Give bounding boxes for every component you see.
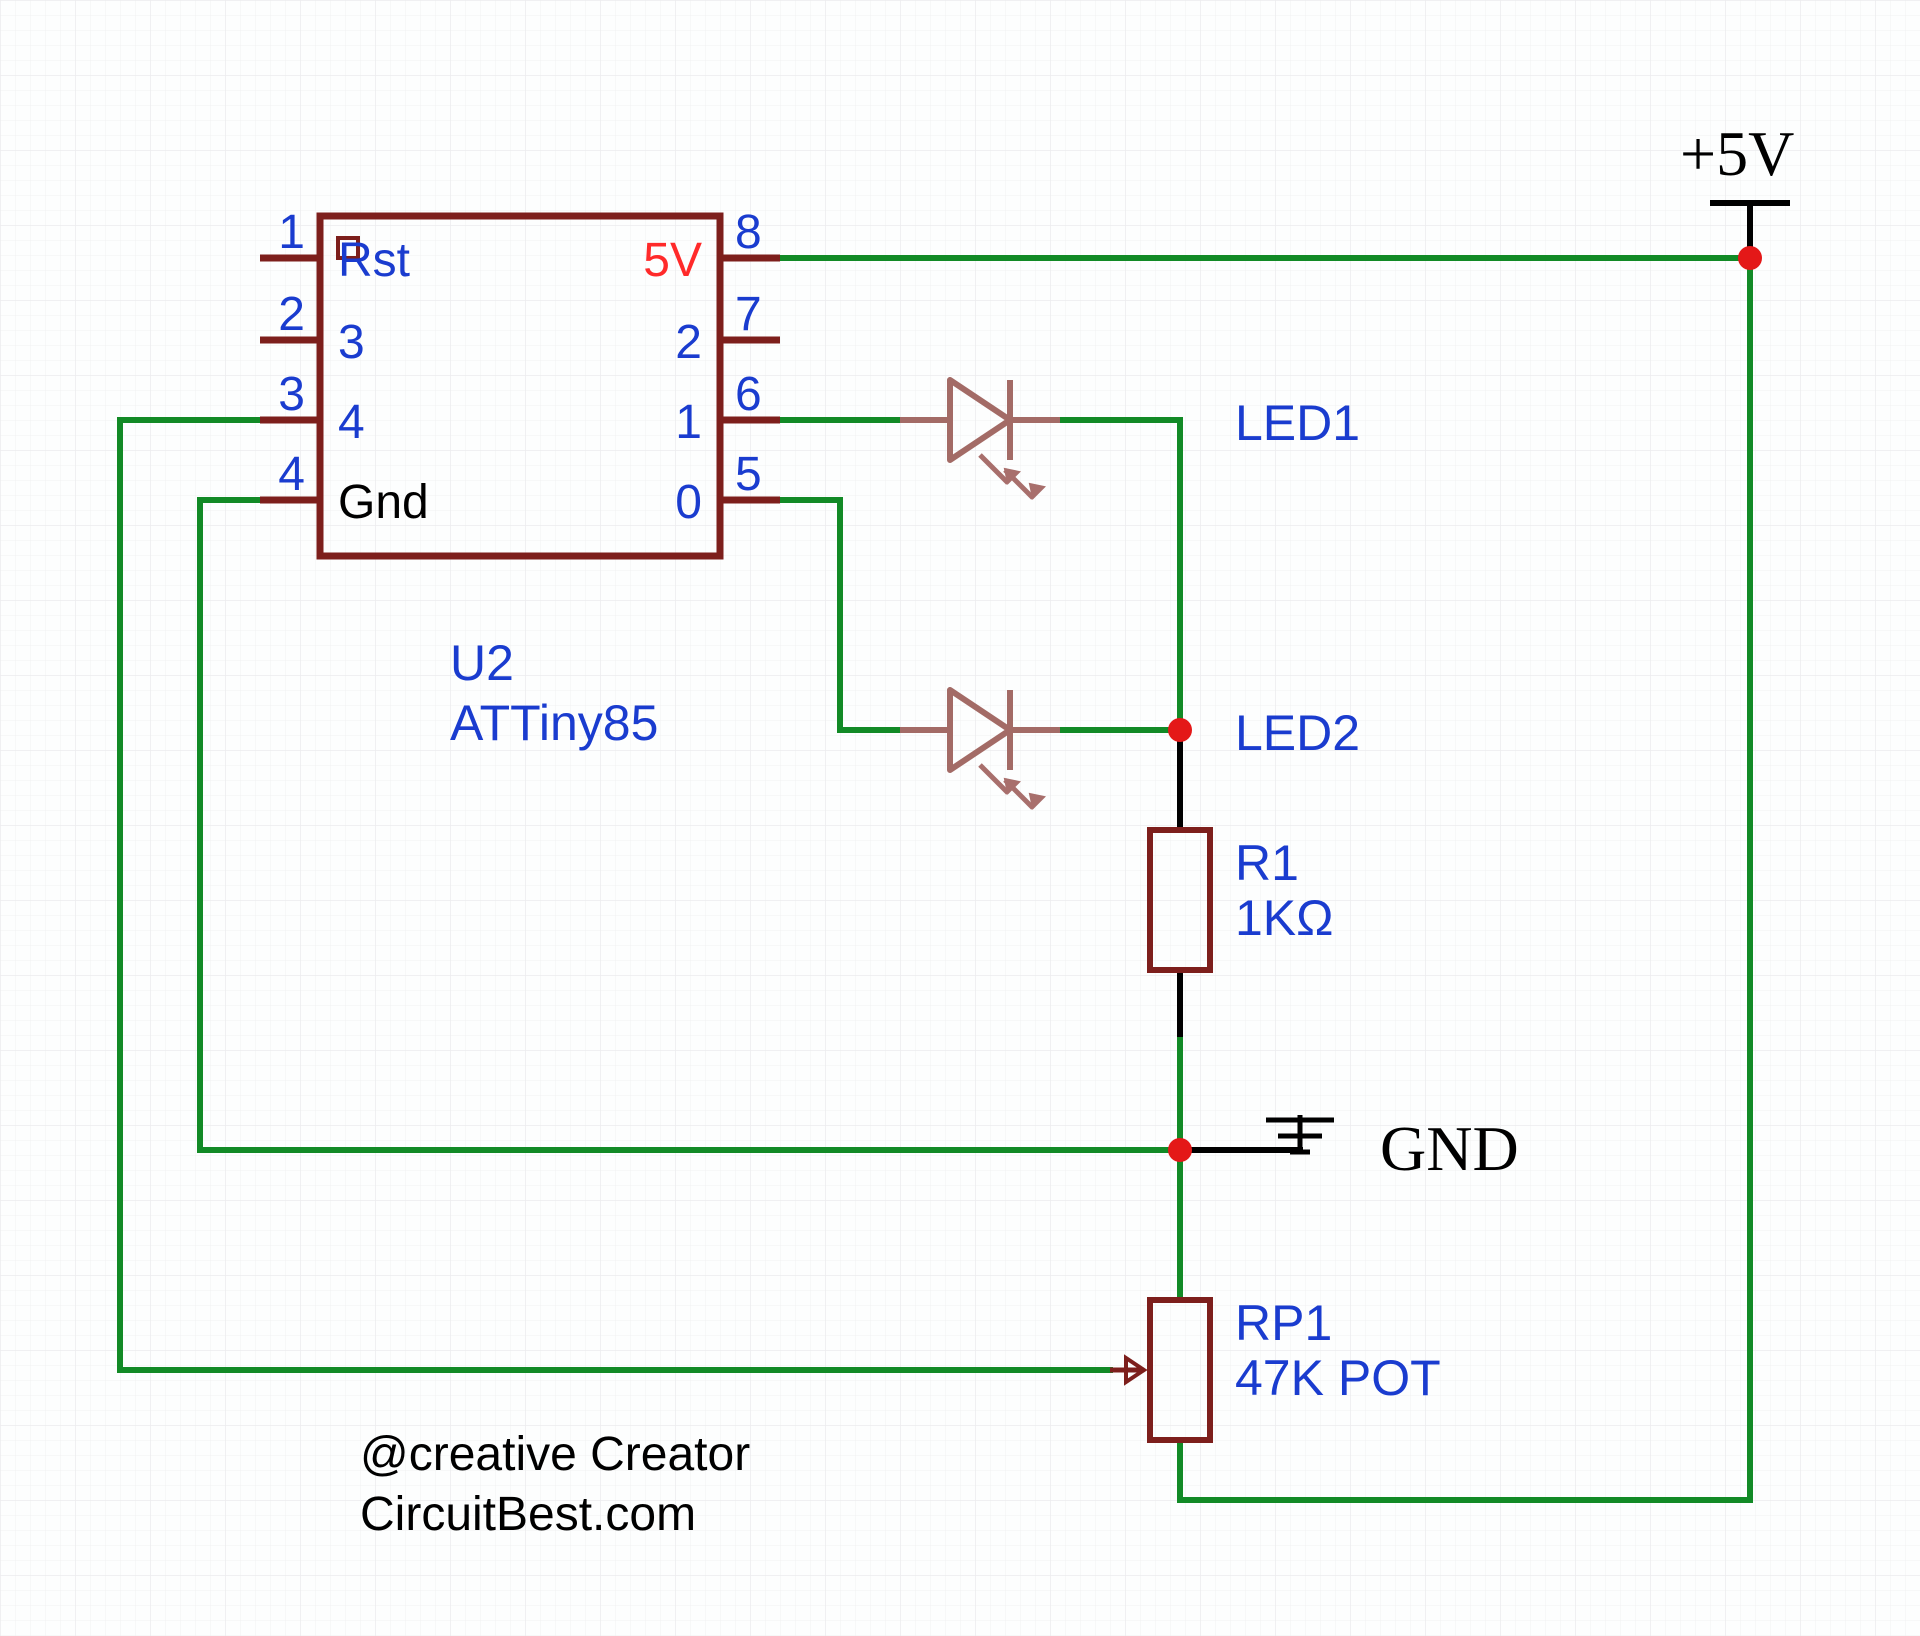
pin-1-number: 1 [278,206,305,259]
chip-part: ATTiny85 [450,695,658,751]
pin-8-name: 5V [643,234,702,287]
pin-6-number: 6 [735,368,762,421]
pin-6-name: 1 [675,396,702,449]
pin-7-number: 7 [735,288,762,341]
pin-3-name: 4 [338,396,365,449]
chip-designator: U2 [450,635,514,691]
junction-j-led2 [1168,718,1192,742]
pin-8-number: 8 [735,206,762,259]
rp1-name: RP1 [1235,1295,1332,1351]
pin-5-name: 0 [675,476,702,529]
pin-2-name: 3 [338,316,365,369]
pin-3-number: 3 [278,368,305,421]
pin-1-name: Rst [338,234,410,287]
credit-line-1: @creative Creator [360,1428,750,1481]
pin-2-number: 2 [278,288,305,341]
rp1-value: 47K POT [1235,1350,1441,1406]
pin-5-number: 5 [735,448,762,501]
junction-j-vcc [1738,246,1762,270]
pin-4-number: 4 [278,448,305,501]
pin-7-name: 2 [675,316,702,369]
junction-j-gnd [1168,1138,1192,1162]
credit-line-2: CircuitBest.com [360,1488,696,1541]
r1-value: 1KΩ [1235,890,1334,946]
pin-4-name: Gnd [338,476,429,529]
led-2-label: LED2 [1235,705,1360,761]
led-1-label: LED1 [1235,395,1360,451]
ground-label: GND [1380,1113,1519,1184]
power-5v-label: +5V [1680,118,1794,189]
r1-name: R1 [1235,835,1299,891]
